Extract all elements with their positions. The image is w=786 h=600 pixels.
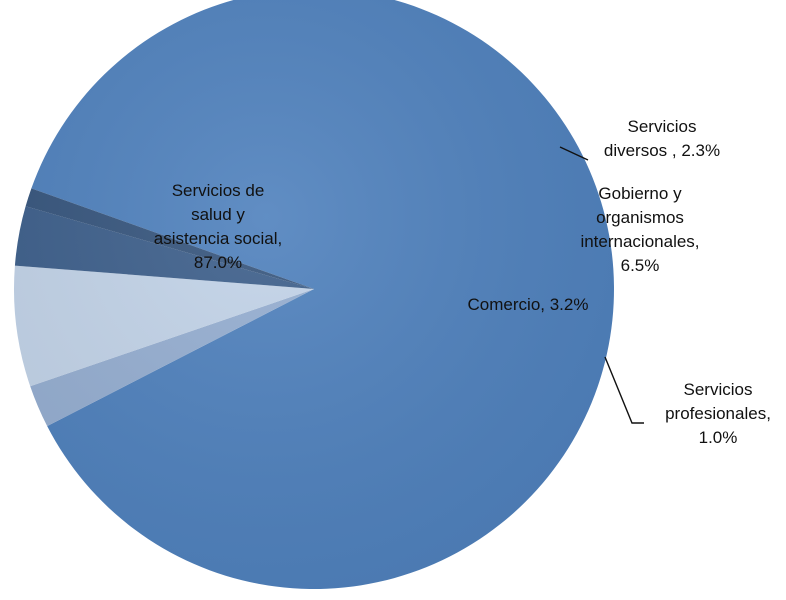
slice-label-line: Gobierno y [598,184,682,203]
slice-label-line: Servicios de [172,181,265,200]
slice-label-line: 87.0% [194,253,242,272]
slice-label-line: internacionales, [580,232,699,251]
slice-label-line: 1.0% [699,428,738,447]
slice-label-line: organismos [596,208,684,227]
slice-label-line: profesionales, [665,404,771,423]
slice-label-line: salud y [191,205,245,224]
slice-label-line: Comercio, 3.2% [468,295,589,314]
pie-labels: Servicios de salud y asistencia social, 87.… [154,117,771,447]
slice-label-line: diversos , 2.3% [604,141,720,160]
slice-label-line: asistencia social, [154,229,283,248]
slice-label-3: Comercio, 3.2% [468,295,589,314]
slice-label-line: 6.5% [621,256,660,275]
slice-label-line: Servicios [684,380,753,399]
slice-label-line: Servicios [628,117,697,136]
slice-label-0: Servicios de salud y asistencia social, 87.… [154,181,283,272]
leader-line-1 [559,146,589,161]
slice-label-2: Gobierno y organismos internacionales, 6.5% [580,184,699,275]
leader-line-4 [604,356,644,424]
slice-label-4: Servicios profesionales, 1.0% [665,380,771,447]
slice-label-1: Servicios diversos , 2.3% [604,117,720,160]
